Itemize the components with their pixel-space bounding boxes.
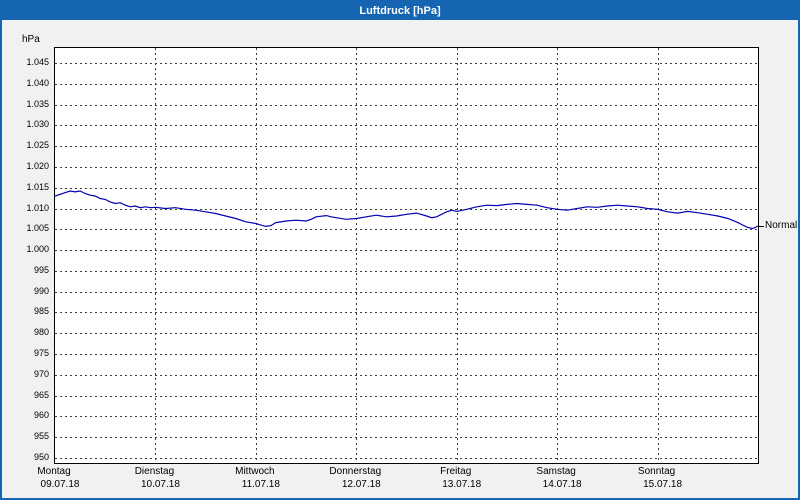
y-tick-label: 1.040: [26, 77, 49, 88]
date-label: 15.07.18: [643, 479, 683, 490]
title-bar: Luftdruck [hPa]: [2, 2, 798, 20]
y-tick-label: 1.005: [26, 223, 49, 234]
plot-area: [54, 47, 759, 464]
window-title: Luftdruck [hPa]: [359, 5, 441, 17]
date-label: 09.07.18: [40, 479, 80, 490]
y-tick-label: 950: [33, 452, 49, 462]
date-label: 11.07.18: [241, 479, 280, 490]
y-tick-label: 960: [33, 410, 49, 421]
weekday-label: Donnerstag: [329, 466, 382, 477]
weekday-label: Freitag: [440, 466, 472, 477]
y-tick-label: 1.035: [26, 98, 49, 109]
y-tick-label: 980: [33, 327, 49, 338]
y-tick-label: 1.030: [26, 119, 49, 130]
date-label: 10.07.18: [140, 479, 180, 490]
y-axis-unit-label: hPa: [22, 34, 40, 45]
y-tick-label: 970: [33, 368, 49, 379]
weekday-label: Mittwoch: [235, 466, 275, 477]
y-tick-label: 990: [33, 285, 49, 296]
date-label: 14.07.18: [542, 479, 582, 490]
y-tick-label: 1.045: [26, 56, 49, 67]
y-tick-label: 995: [33, 264, 49, 275]
pressure-line: [54, 190, 759, 230]
normal-label: Normal: [765, 220, 798, 232]
y-tick-label: 955: [33, 431, 49, 442]
y-tick-label: 965: [33, 389, 49, 400]
weekday-label: Sonntag: [637, 466, 676, 477]
chart-area: hPa 1.045 1.040 1.035 1.030 1.025 1.020 1.015 1…: [2, 20, 798, 498]
date-label: 13.07.18: [442, 479, 482, 490]
y-tick-label: 1.020: [26, 160, 49, 171]
y-tick-label: 1.000: [26, 244, 49, 255]
y-tick-label: 1.010: [26, 202, 49, 213]
y-tick-label: 975: [33, 348, 49, 359]
y-tick-label: 985: [33, 306, 49, 317]
y-tick-label: 1.025: [26, 140, 49, 151]
weekday-label: Montag: [37, 466, 71, 477]
weekday-label: Dienstag: [134, 466, 175, 477]
normal-tick-mark: [759, 226, 764, 228]
pressure-chart-svg: [54, 48, 759, 463]
date-label: 12.07.18: [341, 479, 381, 490]
weekday-label: Samstag: [536, 466, 576, 477]
y-tick-label: 1.015: [26, 181, 49, 192]
